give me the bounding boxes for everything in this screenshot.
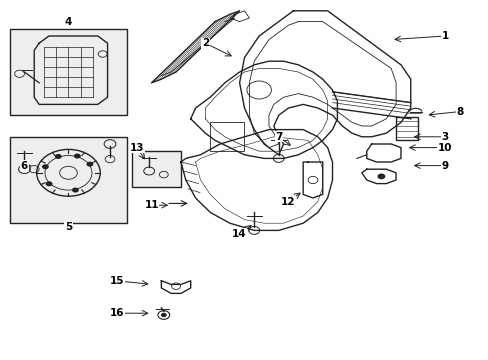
Text: 16: 16 [110,308,124,318]
Text: 6: 6 [21,161,28,171]
Circle shape [45,181,52,186]
Circle shape [377,174,385,179]
Text: 12: 12 [281,197,295,207]
Bar [395,117,417,140]
Bar [10,137,127,223]
Bar [10,29,127,115]
Circle shape [74,153,81,158]
Text: 3: 3 [441,132,447,142]
Circle shape [161,313,166,317]
Text: 10: 10 [437,143,451,153]
Text: 15: 15 [110,276,124,286]
Text: 4: 4 [64,17,72,27]
Text: 7: 7 [274,132,282,142]
Text: 8: 8 [455,107,462,117]
Text: 14: 14 [232,229,246,239]
Text: 9: 9 [441,161,447,171]
Circle shape [72,188,79,193]
Text: 5: 5 [65,222,72,232]
Text: 2: 2 [202,38,208,48]
Bar [132,151,181,187]
Circle shape [86,162,93,167]
Text: 11: 11 [144,200,159,210]
Circle shape [42,164,49,169]
Text: 1: 1 [441,31,447,41]
Bar [210,122,244,151]
Circle shape [55,154,61,159]
Text: 13: 13 [129,143,144,153]
